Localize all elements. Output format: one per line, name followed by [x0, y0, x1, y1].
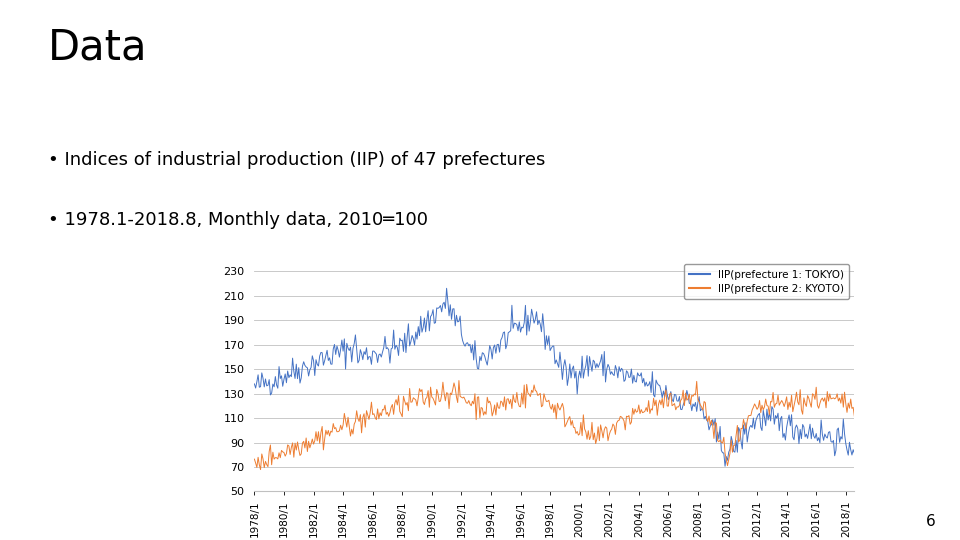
Text: 6: 6 [926, 514, 936, 529]
Line: IIP(prefecture 1: TOKYO): IIP(prefecture 1: TOKYO) [254, 288, 854, 466]
Text: • 1978.1-2018.8, Monthly data, 2010═100: • 1978.1-2018.8, Monthly data, 2010═100 [48, 211, 428, 228]
Text: • Indices of industrial production (IIP) of 47 prefectures: • Indices of industrial production (IIP)… [48, 151, 545, 169]
IIP(prefecture 1: TOKYO): (373, 104): TOKYO): (373, 104) [708, 422, 720, 429]
IIP(prefecture 2: KYOTO): (452, 119): KYOTO): (452, 119) [805, 404, 817, 410]
IIP(prefecture 1: TOKYO): (381, 81.4): TOKYO): (381, 81.4) [718, 450, 730, 456]
IIP(prefecture 1: TOKYO): (156, 216): TOKYO): (156, 216) [441, 285, 452, 292]
IIP(prefecture 2: KYOTO): (166, 141): KYOTO): (166, 141) [453, 377, 465, 384]
IIP(prefecture 2: KYOTO): (5, 67.9): KYOTO): (5, 67.9) [254, 467, 266, 473]
IIP(prefecture 2: KYOTO): (59, 96.6): KYOTO): (59, 96.6) [322, 431, 333, 438]
IIP(prefecture 2: KYOTO): (374, 107): KYOTO): (374, 107) [709, 419, 721, 426]
IIP(prefecture 1: TOKYO): (163, 185): TOKYO): (163, 185) [449, 322, 461, 329]
IIP(prefecture 1: TOKYO): (0, 138): TOKYO): (0, 138) [249, 381, 260, 387]
IIP(prefecture 2: KYOTO): (487, 111): KYOTO): (487, 111) [849, 413, 860, 420]
IIP(prefecture 1: TOKYO): (262, 130): TOKYO): (262, 130) [571, 391, 583, 397]
IIP(prefecture 1: TOKYO): (452, 93.1): TOKYO): (452, 93.1) [805, 435, 817, 442]
Text: Data: Data [48, 27, 148, 69]
Legend: IIP(prefecture 1: TOKYO), IIP(prefecture 2: KYOTO): IIP(prefecture 1: TOKYO), IIP(prefecture… [684, 265, 850, 300]
IIP(prefecture 1: TOKYO): (58, 161): TOKYO): (58, 161) [320, 352, 331, 359]
IIP(prefecture 1: TOKYO): (487, 81.2): TOKYO): (487, 81.2) [849, 450, 860, 456]
Line: IIP(prefecture 2: KYOTO): IIP(prefecture 2: KYOTO) [254, 381, 854, 470]
IIP(prefecture 2: KYOTO): (163, 135): KYOTO): (163, 135) [449, 384, 461, 391]
IIP(prefecture 2: KYOTO): (0, 76.4): KYOTO): (0, 76.4) [249, 456, 260, 462]
IIP(prefecture 2: KYOTO): (382, 81.3): KYOTO): (382, 81.3) [719, 450, 731, 456]
IIP(prefecture 1: TOKYO): (382, 70.6): TOKYO): (382, 70.6) [719, 463, 731, 469]
IIP(prefecture 2: KYOTO): (263, 96.1): KYOTO): (263, 96.1) [573, 432, 585, 438]
